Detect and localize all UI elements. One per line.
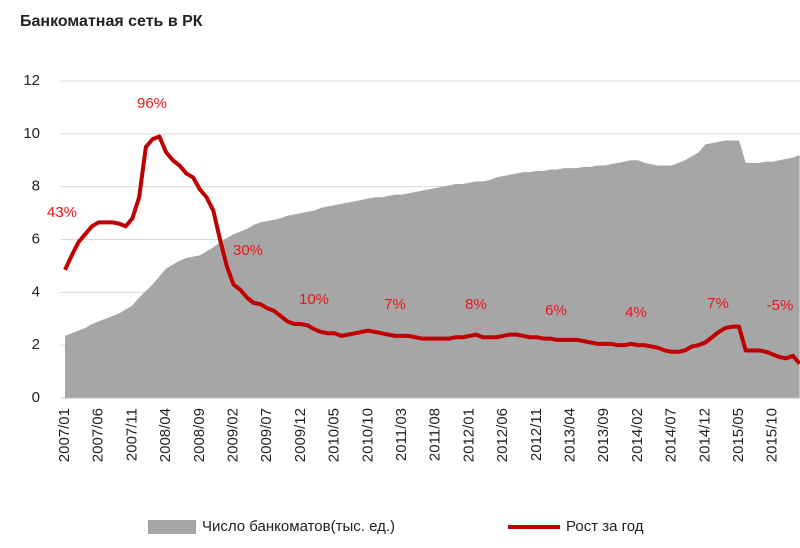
x-tick-label: 2013/04: [561, 408, 578, 462]
x-tick-label: 2011/08: [427, 408, 444, 461]
annotation: 10%: [299, 291, 329, 308]
annotation: 4%: [625, 304, 647, 321]
x-tick-label: 2007/06: [90, 408, 107, 462]
x-tick-label: 2012/06: [494, 408, 511, 462]
y-tick-label: 2: [32, 336, 40, 353]
legend-swatch: [148, 520, 196, 534]
x-tick-label: 2010/10: [359, 408, 376, 462]
annotation: 7%: [707, 295, 729, 312]
area: [65, 140, 800, 398]
x-tick-label: 2010/05: [326, 408, 343, 462]
annotation: 43%: [47, 204, 77, 221]
line: [63, 134, 800, 365]
x-tick-label: 2014/07: [663, 408, 680, 462]
x-tick-label: 2007/01: [56, 408, 73, 462]
x-tick-label: 2008/09: [191, 408, 208, 462]
x-tick-label: 2009/02: [224, 408, 241, 462]
annotation: 7%: [384, 296, 406, 313]
x-tick-label: 2015/05: [730, 408, 747, 462]
y-tick-label: 4: [32, 283, 40, 300]
x-tick-label: 2015/10: [764, 408, 781, 462]
annotation: 30%: [233, 242, 263, 259]
x-tick-label: 2012/01: [460, 408, 477, 462]
y-tick-label: 6: [32, 230, 40, 247]
x-tick-label: 2014/02: [629, 408, 646, 462]
annotation: 6%: [545, 302, 567, 319]
x-tick-label: 2008/04: [157, 408, 174, 462]
chart-title: Банкоматная сеть в РК: [20, 13, 203, 30]
x-tick-label: 2014/12: [696, 408, 713, 462]
y-tick-label: 12: [23, 72, 40, 89]
x-tick-label: 2012/11: [528, 408, 545, 461]
y-tick-label: 0: [32, 389, 40, 406]
annotation: -5%: [767, 297, 794, 314]
x-tick-label: 2009/07: [258, 408, 275, 462]
y-tick-label: 8: [32, 178, 40, 195]
x-tick-label: 2013/09: [595, 408, 612, 462]
legend-label: Рост за год: [566, 518, 644, 535]
x-tick-label: 2009/12: [292, 408, 309, 462]
legend-label: Число банкоматов(тыс. ед.): [202, 518, 395, 535]
y-tick-label: 10: [23, 125, 40, 142]
x-tick-label: 2011/03: [393, 408, 410, 461]
annotation: 8%: [465, 296, 487, 313]
x-tick-label: 2007/11: [123, 408, 140, 461]
annotation: 96%: [137, 95, 167, 112]
